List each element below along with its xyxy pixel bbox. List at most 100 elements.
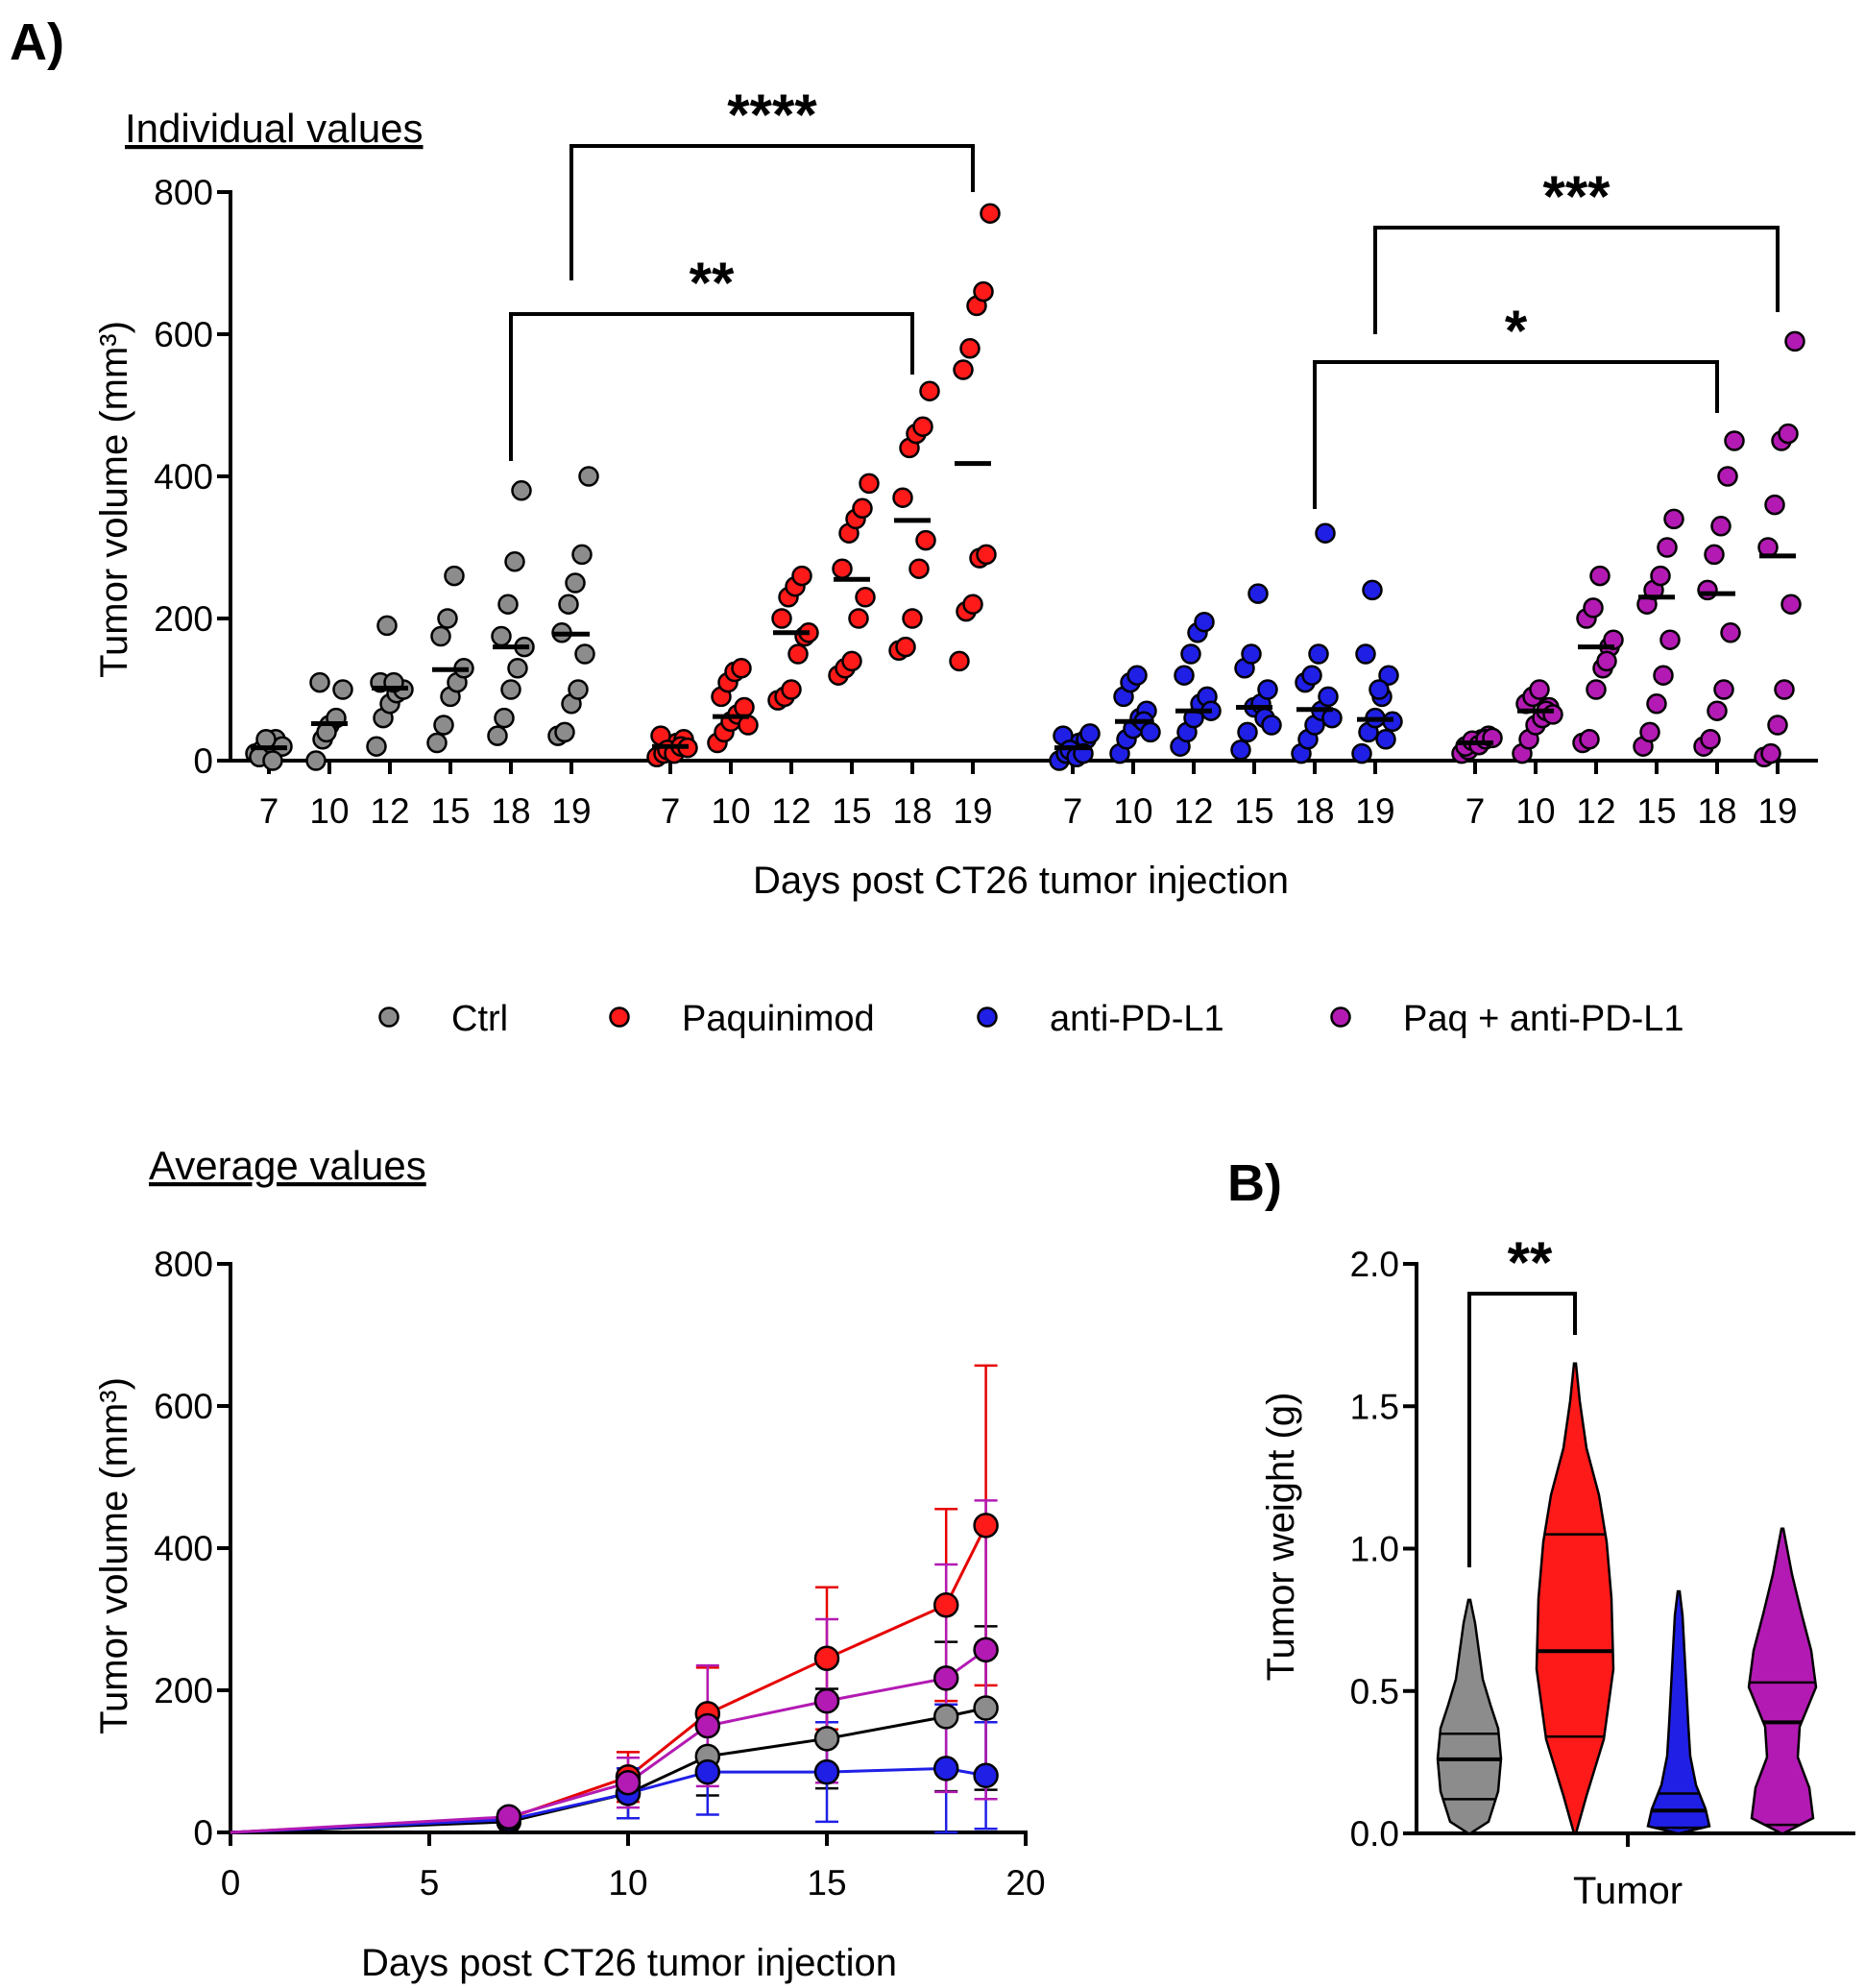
data-point-ctrl [554,721,575,743]
violin-ctrl [1436,1598,1503,1835]
data-point-paq-anti-pd-l1 [973,1636,999,1663]
scatter-y-tick-label: 800 [154,173,213,212]
data-point-paq-anti-pd-l1 [615,1769,642,1796]
data-point-paquinimod [731,658,752,679]
data-point-paq-anti-pd-l1 [1659,629,1681,650]
data-point-paq-anti-pd-l1 [1529,679,1550,700]
data-point-anti-pd-l1 [1375,729,1396,750]
data-point-paq-anti-pd-l1 [1767,715,1788,736]
data-point-ctrl [430,625,451,647]
data-point-ctrl [332,679,353,700]
legend-marker-anti-pd-l1 [977,1006,998,1028]
data-point-paq-anti-pd-l1 [496,1804,522,1830]
significance-label: ** [1508,1230,1553,1295]
violin-y-tick-label: 1.0 [1350,1530,1399,1569]
scatter-x-tick-label: 12 [370,791,409,831]
violin-y-tick-label: 1.5 [1350,1387,1399,1426]
legend-marker-paq-anti-pd-l1 [1330,1006,1351,1028]
scatter-x-tick-label: 7 [259,791,279,831]
data-point-ctrl [932,1704,959,1730]
scatter-x-tick-label: 7 [1465,791,1486,831]
scatter-x-tick-label: 18 [892,791,932,831]
data-point-paquinimod [895,636,916,658]
data-point-paquinimod [902,608,923,629]
data-point-paquinimod [832,558,853,579]
data-point-ctrl [813,1726,840,1752]
data-point-ctrl [504,551,525,572]
data-point-paq-anti-pd-l1 [1778,423,1799,445]
data-point-anti-pd-l1 [1180,643,1201,665]
scatter-x-tick-label: 12 [1576,791,1615,831]
data-point-anti-pd-l1 [1174,665,1195,686]
line-x-tick-label: 10 [608,1863,647,1903]
data-point-paq-anti-pd-l1 [1704,544,1725,566]
scatter-x-tick-label: 15 [1234,791,1273,831]
scatter-x-tick-label: 19 [953,791,992,831]
data-point-paq-anti-pd-l1 [1579,729,1600,750]
data-point-anti-pd-l1 [1140,721,1161,743]
data-point-anti-pd-l1 [1079,723,1101,744]
legend-marker-paquinimod [609,1006,630,1028]
data-point-paq-anti-pd-l1 [1713,679,1734,700]
data-point-anti-pd-l1 [1241,643,1262,665]
scatter-x-tick-label: 10 [1113,791,1152,831]
line-y-tick-label: 800 [154,1245,213,1284]
significance-label: **** [727,83,817,147]
scatter-x-tick-label: 19 [1355,791,1394,831]
violin-y-tick-label: 2.0 [1350,1245,1399,1284]
data-point-paquinimod [771,608,792,629]
data-point-paq-anti-pd-l1 [813,1687,840,1714]
scatter-y-axis-title: Tumor volume (mm³) [93,321,135,678]
data-point-ctrl [309,671,330,693]
data-point-paquinimod [919,380,940,401]
data-point-anti-pd-l1 [1237,721,1258,743]
data-point-paq-anti-pd-l1 [1596,650,1617,672]
data-point-anti-pd-l1 [1355,643,1376,665]
scatter-y-axis-title-text: Tumor volume (mm³) [93,321,135,678]
scatter-x-tick-label: 10 [711,791,750,831]
data-point-ctrl [305,750,327,771]
data-point-paq-anti-pd-l1 [1646,693,1667,715]
data-point-paquinimod [973,1513,999,1539]
data-point-paquinimod [781,679,802,700]
panel-a-label: A) [10,13,64,71]
data-point-paquinimod [841,650,862,672]
data-point-anti-pd-l1 [973,1762,999,1789]
data-point-anti-pd-l1 [694,1758,721,1785]
scatter-y-tick-label: 200 [154,599,213,639]
line-y-axis-title-text: Tumor volume (mm³) [93,1377,135,1734]
data-point-anti-pd-l1 [1230,739,1251,761]
data-point-paquinimod [959,338,981,359]
data-point-anti-pd-l1 [1257,679,1278,700]
data-point-paq-anti-pd-l1 [1663,508,1684,530]
significance-label: *** [1542,164,1611,229]
scatter-x-axis-title: Days post CT26 tumor injection [753,860,1289,902]
violin-anti-pd-l1 [1646,1589,1711,1835]
data-point-paquinimod [855,587,876,608]
legend: Ctrl Paquinimod anti-PD-L1 Paq + anti-PD-L1 [378,999,1684,1039]
data-point-paquinimod [912,416,933,437]
data-point-paq-anti-pd-l1 [1650,565,1671,587]
legend-marker-ctrl [378,1006,400,1028]
data-point-anti-pd-l1 [1362,579,1383,601]
data-point-anti-pd-l1 [1318,686,1339,708]
data-point-anti-pd-l1 [1368,679,1390,700]
legend-label-paquinimod: Paquinimod [682,999,875,1039]
data-point-paq-anti-pd-l1 [1780,594,1802,615]
data-point-paq-anti-pd-l1 [1717,466,1738,487]
significance-label: * [1505,299,1528,363]
violin-x-axis-title: Tumor [1573,1870,1683,1912]
data-point-paq-anti-pd-l1 [1700,729,1721,750]
data-point-ctrl [444,565,465,587]
data-point-paq-anti-pd-l1 [1589,565,1611,587]
data-point-ctrl [437,608,458,629]
series-line-anti-pd-l1 [230,1766,986,1834]
data-point-paq-anti-pd-l1 [932,1665,959,1691]
line-y-tick-label: 600 [154,1387,213,1426]
data-point-paquinimod [848,608,869,629]
data-point-paquinimod [908,558,930,579]
violin-y-tick-label: 0.0 [1350,1814,1399,1854]
significance-bracket [509,312,914,461]
violin-y-tick-label: 0.5 [1350,1672,1399,1711]
data-point-paq-anti-pd-l1 [1697,579,1718,601]
